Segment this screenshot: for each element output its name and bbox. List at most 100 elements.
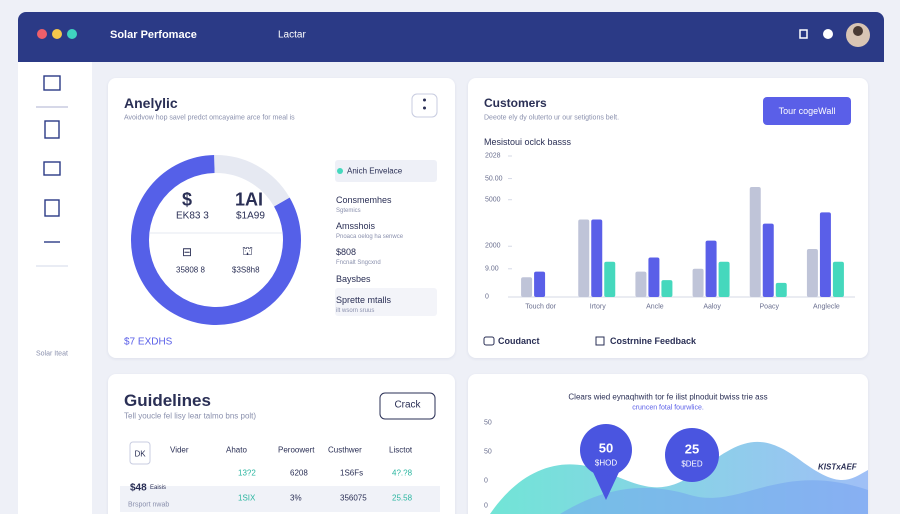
card-title: Customers xyxy=(484,96,547,110)
bar xyxy=(521,277,533,297)
button[interactable] xyxy=(379,392,436,420)
icon[interactable] xyxy=(823,29,833,39)
bar xyxy=(705,240,717,297)
legend-title: Sprette mtalls xyxy=(336,295,392,305)
axis-label: 0 xyxy=(484,477,488,485)
table-header: Custhwer xyxy=(328,445,362,455)
y-tick-label: 2028 xyxy=(485,152,501,160)
legend-label[interactable]: Anich Envelace xyxy=(347,166,403,176)
nav-icon[interactable] xyxy=(44,120,60,139)
card-footer: $7 EXDHS xyxy=(124,336,173,348)
dot xyxy=(423,106,426,110)
y-tick-label: 9.00 xyxy=(485,265,499,273)
top-bar xyxy=(18,12,884,62)
window-dot xyxy=(37,29,47,39)
y-tick-label: 50.00 xyxy=(485,175,503,183)
bubble-label: $DED xyxy=(681,459,703,469)
menu-button[interactable] xyxy=(411,93,438,118)
table-cell: 3% xyxy=(290,493,302,503)
card-subtitle: cruncen fotal fourwlice. xyxy=(632,404,704,412)
bar xyxy=(692,268,704,297)
bubble xyxy=(580,424,632,476)
stat-icon: $ xyxy=(182,189,193,210)
table-cell: 25.58 xyxy=(392,493,413,503)
bar xyxy=(718,261,730,297)
tag: KISTxAEF xyxy=(818,462,857,472)
table-cell: 1SIX xyxy=(238,493,256,503)
bar xyxy=(661,280,673,297)
legend-title: Baysbes xyxy=(336,274,371,284)
x-tick-label: Touch dor xyxy=(525,303,556,311)
icon[interactable] xyxy=(799,29,808,39)
nav-icon[interactable] xyxy=(43,161,61,176)
bar xyxy=(578,219,590,297)
stat-value: $1A99 xyxy=(236,210,265,222)
table-header: Peroowert xyxy=(278,445,315,455)
bar xyxy=(604,261,616,297)
table-icon xyxy=(129,441,151,465)
bar xyxy=(635,271,647,297)
y-tick-label: 0 xyxy=(485,293,489,301)
bar xyxy=(806,249,818,297)
bar xyxy=(749,187,761,297)
legend-active[interactable] xyxy=(335,160,437,182)
x-tick-label: Anglecle xyxy=(812,303,840,311)
bubble-label: $HOD xyxy=(594,458,618,468)
legend-title: Consmemhes xyxy=(336,195,392,205)
legend-title: $808 xyxy=(336,247,357,257)
bar xyxy=(832,261,844,297)
donut-segment xyxy=(214,155,290,207)
window-dot xyxy=(52,29,62,39)
bar xyxy=(534,271,546,297)
stat-icon: ⊟ xyxy=(182,245,193,259)
card-title: Anelylic xyxy=(124,95,178,111)
donut-segment xyxy=(131,155,301,325)
stat-value: $3S8h8 xyxy=(232,265,260,275)
bar xyxy=(775,282,787,297)
bar xyxy=(591,219,603,297)
stat-value: EK83 3 xyxy=(176,210,209,222)
x-tick-label: Poacy xyxy=(759,303,779,311)
stat-icon: ⛫ xyxy=(242,244,254,258)
card-subtitle: Avoidvow hop savel predct omcayaime arce… xyxy=(124,114,295,122)
dot xyxy=(423,98,426,102)
stat-value: 35808 8 xyxy=(176,265,205,275)
pin-tail xyxy=(592,470,620,500)
app-title: Solar Perfomace xyxy=(110,29,197,41)
row-band xyxy=(120,486,440,512)
table-cell: $48 xyxy=(130,482,147,494)
table-header: Ahato xyxy=(226,445,247,455)
legend-dot xyxy=(337,168,343,174)
button-label[interactable]: Tour cogeWall xyxy=(778,106,836,116)
card-subtitle: Tell youcle fel lisy lear talmo bns polt… xyxy=(124,411,257,421)
axis-label: 50 xyxy=(484,419,492,427)
legend-sub: Pnoaca oelog ha senwce xyxy=(336,234,404,240)
table-icon-label: DK xyxy=(134,449,146,459)
icon xyxy=(483,336,495,346)
stat-icon: 1AI xyxy=(235,189,264,210)
button-label[interactable]: Crack xyxy=(394,399,421,411)
button[interactable] xyxy=(763,97,851,125)
bubble-value: 25 xyxy=(684,441,700,457)
bar xyxy=(648,257,660,297)
legend-sub: ilt wsorn sruus xyxy=(336,308,375,314)
bubble xyxy=(665,428,719,482)
table-cell: 356075 xyxy=(340,493,367,503)
nav-icon[interactable] xyxy=(43,75,61,91)
table-cell: 13?2 xyxy=(238,468,256,478)
y-tick-label: 5000 xyxy=(485,196,501,204)
sidebar-footer: Solar Iteat xyxy=(36,350,68,358)
legend-highlight xyxy=(335,288,437,316)
x-tick-label: Ancle xyxy=(646,303,664,311)
bubble-value: 50 xyxy=(598,440,614,456)
nav-icon[interactable] xyxy=(44,199,60,217)
checkbox[interactable] xyxy=(595,336,605,346)
link[interactable]: Coudanct xyxy=(498,336,540,346)
card-title: Clears wied eynaqhwith tor fe ilist plno… xyxy=(568,392,768,402)
table-header: Lisctot xyxy=(389,445,413,455)
card-title: Guidelines xyxy=(124,391,211,410)
tab[interactable]: Lactar xyxy=(278,29,306,41)
link[interactable]: Costrnine Feedback xyxy=(610,336,697,346)
bar xyxy=(819,212,831,297)
